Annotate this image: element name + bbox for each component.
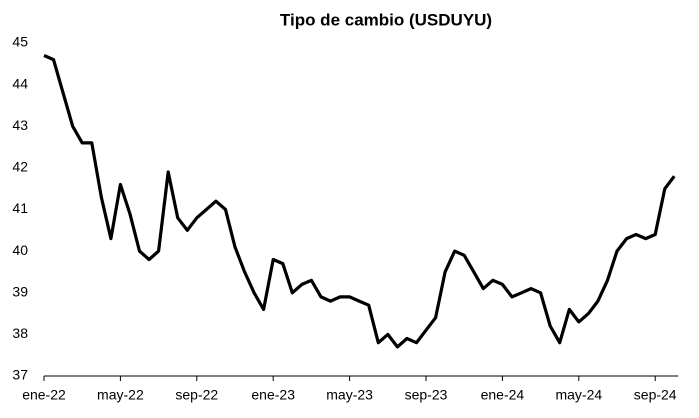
x-tick-label: may-24 [555,387,602,403]
y-tick-label: 38 [12,325,28,341]
y-tick-label: 41 [12,200,28,216]
x-tick-label: ene-23 [251,387,295,403]
x-tick-label: ene-24 [481,387,525,403]
x-tick-label: may-23 [326,387,373,403]
x-tick-label: ene-22 [22,387,66,403]
x-tick-label: sep-23 [405,387,448,403]
y-tick-label: 42 [12,159,28,175]
y-tick-label: 43 [12,117,28,133]
line-series [43,54,676,349]
y-tick-label: 39 [12,283,28,299]
chart-title: Tipo de cambio (USDUYU) [280,10,492,29]
x-tick-label: sep-24 [634,387,677,403]
y-tick-label: 44 [12,75,28,91]
x-tick-label: may-22 [97,387,144,403]
y-tick-label: 45 [12,34,28,50]
y-tick-label: 40 [12,242,28,258]
x-tick-label: sep-22 [175,387,218,403]
y-tick-label: 37 [12,367,28,383]
